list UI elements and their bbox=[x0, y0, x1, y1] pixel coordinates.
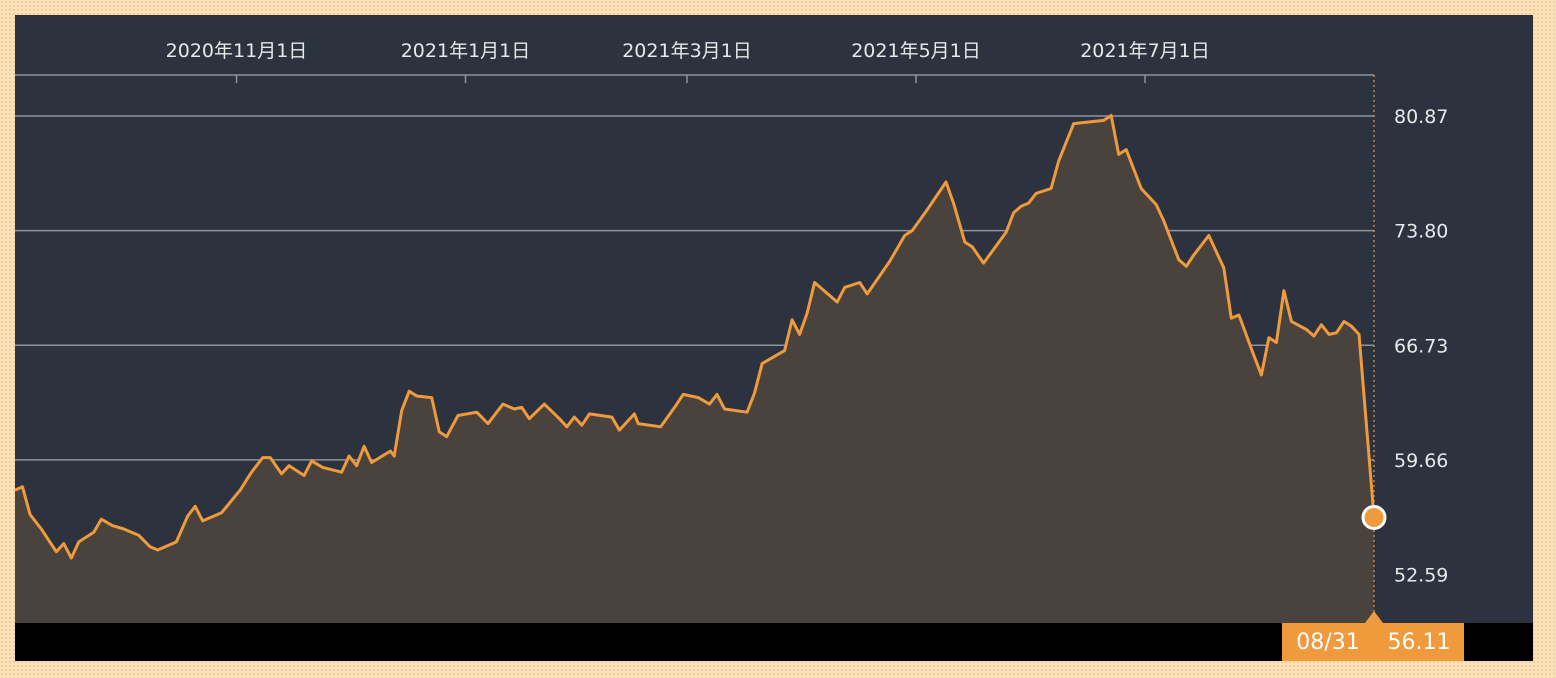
x-axis: 2020年11月1日 2021年1月1日 2021年3月1日 2021年5月1日 202… bbox=[166, 40, 1210, 83]
y-tick-label: 73.80 bbox=[1394, 221, 1448, 243]
y-tick-label: 80.87 bbox=[1394, 106, 1448, 128]
y-tick-label: 59.66 bbox=[1394, 450, 1448, 472]
readout-value: 56.11 bbox=[1387, 629, 1451, 655]
y-tick-label: 52.59 bbox=[1394, 565, 1448, 587]
crosshair-pointer bbox=[1365, 611, 1383, 623]
y-axis: 52.59 59.66 66.73 73.80 80.87 bbox=[1394, 106, 1448, 587]
crosshair bbox=[1361, 75, 1387, 623]
x-tick-label: 2021年1月1日 bbox=[401, 40, 531, 62]
series-line bbox=[15, 114, 1376, 560]
area-layer bbox=[15, 114, 1376, 623]
last-point-marker[interactable] bbox=[1361, 504, 1387, 530]
price-chart[interactable]: 2020年11月1日 2021年1月1日 2021年3月1日 2021年5月1日 202… bbox=[15, 15, 1533, 661]
time-strip bbox=[15, 623, 1533, 661]
x-tick-label: 2021年3月1日 bbox=[622, 40, 752, 62]
chart-frame: 2020年11月1日 2021年1月1日 2021年3月1日 2021年5月1日 202… bbox=[15, 15, 1533, 661]
x-tick-label: 2020年11月1日 bbox=[166, 40, 308, 62]
crosshair-readout: 08/31 56.11 bbox=[1282, 623, 1464, 661]
x-tick-label: 2021年5月1日 bbox=[851, 40, 981, 62]
series-area bbox=[15, 115, 1374, 623]
y-tick-label: 66.73 bbox=[1394, 335, 1448, 357]
readout-date: 08/31 bbox=[1296, 629, 1360, 655]
x-tick-label: 2021年7月1日 bbox=[1080, 40, 1210, 62]
